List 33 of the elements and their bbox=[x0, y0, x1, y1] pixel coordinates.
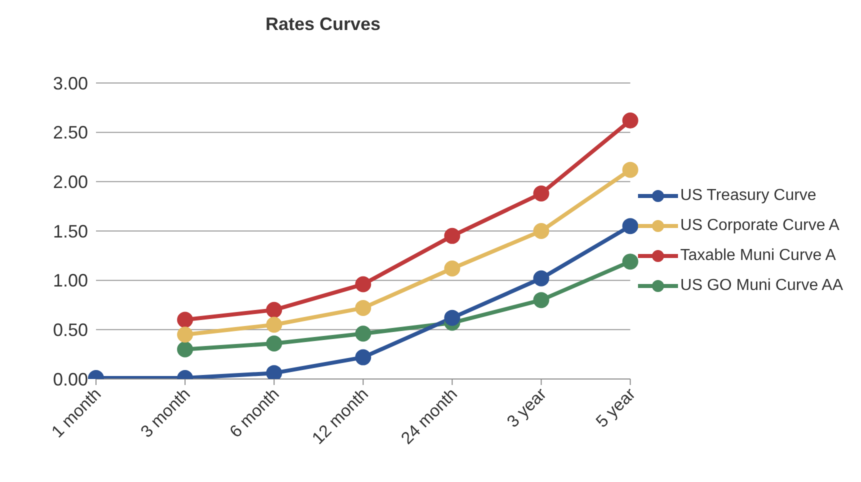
point bbox=[266, 302, 282, 318]
point bbox=[444, 228, 460, 244]
chart-title: Rates Curves bbox=[264, 14, 382, 35]
legend-label: US GO Muni Curve AA bbox=[680, 276, 843, 296]
y-tick-label: 1.00 bbox=[52, 270, 88, 291]
point bbox=[622, 112, 638, 128]
y-tick-label: 0.00 bbox=[52, 369, 88, 390]
point bbox=[622, 218, 638, 234]
y-tick-label: 2.00 bbox=[52, 172, 88, 192]
point bbox=[177, 312, 194, 328]
y-tick-label: 3.00 bbox=[52, 73, 88, 94]
point bbox=[177, 326, 194, 343]
point bbox=[177, 341, 194, 358]
y-tick-label: 1.50 bbox=[52, 221, 88, 242]
point bbox=[355, 326, 372, 342]
point bbox=[533, 292, 550, 308]
point bbox=[355, 349, 372, 366]
point bbox=[266, 335, 282, 352]
point bbox=[533, 270, 550, 286]
point bbox=[266, 316, 282, 333]
point bbox=[444, 310, 460, 326]
point bbox=[355, 300, 372, 316]
point bbox=[533, 223, 550, 239]
legend-label: US Treasury Curve bbox=[680, 186, 816, 206]
point bbox=[533, 186, 550, 202]
point bbox=[444, 260, 460, 276]
point bbox=[622, 254, 638, 270]
point bbox=[622, 162, 638, 178]
point bbox=[355, 276, 372, 292]
y-tick-label: 2.50 bbox=[52, 122, 88, 143]
legend-label: Taxable Muni Curve A bbox=[680, 246, 836, 266]
legend-label: US Corporate Curve A bbox=[680, 216, 840, 236]
y-tick-label: 0.50 bbox=[52, 320, 88, 340]
